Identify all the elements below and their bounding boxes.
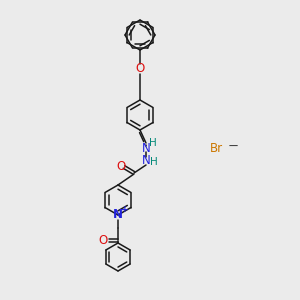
Text: O: O — [98, 233, 108, 247]
Text: +: + — [121, 206, 129, 214]
Text: Br: Br — [210, 142, 223, 154]
Text: H: H — [150, 157, 158, 167]
Text: N: N — [142, 154, 150, 167]
Text: N: N — [142, 142, 150, 154]
Text: O: O — [135, 62, 145, 76]
Text: −: − — [228, 140, 239, 152]
Text: H: H — [149, 138, 157, 148]
Text: N: N — [113, 208, 123, 221]
Text: O: O — [116, 160, 126, 173]
